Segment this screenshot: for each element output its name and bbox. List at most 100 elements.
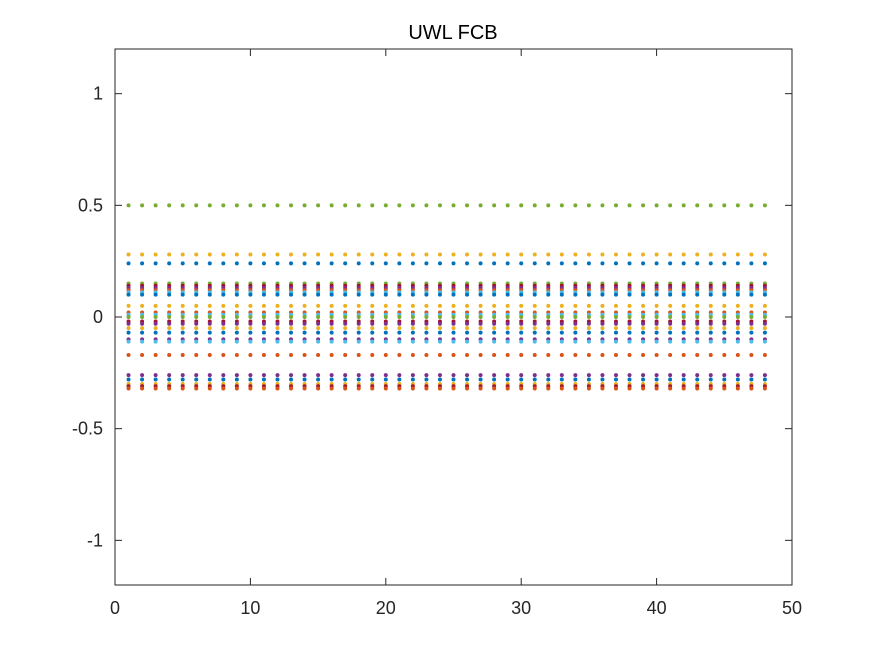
- data-point-series-10: [221, 303, 226, 308]
- data-point-series-20: [654, 352, 659, 357]
- data-point-series-17: [302, 330, 307, 335]
- data-point-series-25: [397, 386, 402, 391]
- data-point-series-13: [289, 315, 294, 319]
- data-point-series-21: [708, 373, 713, 378]
- data-point-series-9: [140, 292, 145, 297]
- data-point-series-22: [492, 377, 497, 382]
- data-point-series-25: [478, 386, 483, 391]
- data-point-series-22: [546, 377, 551, 382]
- data-point-series-1: [478, 203, 483, 208]
- data-point-series-10: [749, 303, 754, 308]
- data-point-series-16: [126, 326, 131, 331]
- data-point-series-17: [559, 330, 564, 335]
- data-point-series-2: [140, 252, 145, 257]
- data-point-series-13: [437, 315, 442, 319]
- data-point-series-10: [492, 303, 497, 308]
- data-point-series-25: [275, 386, 280, 391]
- data-point-series-10: [234, 303, 239, 308]
- data-point-series-3: [234, 261, 239, 266]
- data-point-series-19: [234, 339, 239, 344]
- data-point-series-10: [289, 303, 294, 308]
- data-point-series-25: [735, 386, 740, 391]
- data-point-series-10: [735, 303, 740, 308]
- data-point-series-15: [681, 321, 686, 326]
- data-point-series-1: [600, 203, 605, 208]
- data-point-series-22: [356, 377, 361, 382]
- data-point-series-25: [167, 386, 172, 391]
- data-point-series-21: [153, 373, 158, 378]
- data-point-series-13: [180, 315, 185, 319]
- data-point-series-1: [451, 203, 456, 208]
- data-point-series-17: [546, 330, 551, 335]
- data-point-series-13: [194, 315, 199, 319]
- data-point-series-10: [451, 303, 456, 308]
- data-point-series-1: [654, 203, 659, 208]
- data-point-series-25: [289, 386, 294, 391]
- data-point-series-3: [194, 261, 199, 266]
- data-point-series-2: [681, 252, 686, 257]
- data-point-series-21: [126, 373, 131, 378]
- data-point-series-22: [126, 377, 131, 382]
- data-point-series-16: [708, 326, 713, 331]
- data-point-series-3: [573, 261, 578, 266]
- data-point-series-2: [275, 252, 280, 257]
- data-point-series-2: [261, 252, 266, 257]
- data-point-series-20: [397, 352, 402, 357]
- data-point-series-20: [370, 352, 375, 357]
- x-tick-label: 20: [376, 598, 396, 618]
- data-point-series-15: [275, 321, 280, 326]
- data-point-series-3: [180, 261, 185, 266]
- data-point-series-15: [762, 321, 767, 326]
- data-point-series-19: [627, 339, 632, 344]
- data-point-series-22: [465, 377, 470, 382]
- data-point-series-21: [316, 373, 321, 378]
- data-point-series-2: [613, 252, 618, 257]
- data-point-series-20: [722, 352, 727, 357]
- data-point-series-1: [546, 203, 551, 208]
- data-point-series-1: [370, 203, 375, 208]
- data-point-series-3: [153, 261, 158, 266]
- data-point-series-21: [586, 373, 591, 378]
- data-point-series-19: [478, 339, 483, 344]
- data-point-series-2: [153, 252, 158, 257]
- data-point-series-3: [505, 261, 510, 266]
- data-point-series-19: [722, 339, 727, 344]
- data-point-series-2: [126, 252, 131, 257]
- data-point-series-21: [302, 373, 307, 378]
- data-point-series-21: [410, 373, 415, 378]
- data-point-series-25: [492, 386, 497, 391]
- data-point-series-22: [762, 377, 767, 382]
- data-point-series-13: [302, 315, 307, 319]
- data-point-series-22: [695, 377, 700, 382]
- data-point-series-19: [316, 339, 321, 344]
- data-point-series-10: [356, 303, 361, 308]
- data-point-series-15: [613, 321, 618, 326]
- data-point-series-19: [261, 339, 266, 344]
- data-point-series-2: [465, 252, 470, 257]
- data-point-series-25: [343, 386, 348, 391]
- data-point-series-1: [722, 203, 727, 208]
- data-point-series-19: [410, 339, 415, 344]
- data-point-series-19: [356, 339, 361, 344]
- data-point-series-16: [451, 326, 456, 331]
- data-point-series-9: [153, 292, 158, 297]
- data-point-series-17: [735, 330, 740, 335]
- data-point-series-19: [140, 339, 145, 344]
- data-point-series-17: [356, 330, 361, 335]
- data-point-series-13: [167, 315, 172, 319]
- data-point-series-17: [437, 330, 442, 335]
- data-point-series-13: [248, 315, 253, 319]
- data-point-series-9: [613, 292, 618, 297]
- data-point-series-16: [410, 326, 415, 331]
- data-point-series-2: [627, 252, 632, 257]
- chart-title: UWL FCB: [408, 22, 497, 44]
- data-point-series-16: [505, 326, 510, 331]
- data-point-series-9: [478, 292, 483, 297]
- data-point-series-19: [735, 339, 740, 344]
- data-point-series-1: [749, 203, 754, 208]
- data-point-series-25: [573, 386, 578, 391]
- data-point-series-10: [261, 303, 266, 308]
- data-point-series-10: [519, 303, 524, 308]
- data-point-series-13: [356, 315, 361, 319]
- data-point-series-3: [681, 261, 686, 266]
